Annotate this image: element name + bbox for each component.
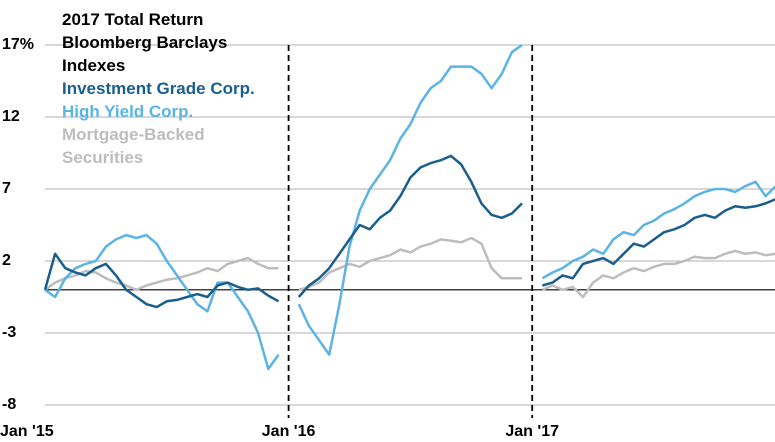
legend-entry: Investment Grade Corp. xyxy=(62,79,255,98)
series-line xyxy=(44,43,775,371)
y-tick-label: 7 xyxy=(2,180,11,197)
legend: 2017 Total Return Bloomberg Barclays Ind… xyxy=(62,8,262,169)
y-tick-label: 12 xyxy=(2,108,20,125)
x-tick-label: Jan '17 xyxy=(505,423,559,440)
y-tick-label: -3 xyxy=(2,324,16,341)
x-tick-label: Jan '16 xyxy=(262,423,316,440)
y-tick-label: -8 xyxy=(2,396,16,413)
legend-entry: High Yield Corp. xyxy=(62,102,194,121)
x-tick-label: Jan '15 xyxy=(0,423,54,440)
series-line xyxy=(44,236,775,299)
y-tick-label: 17% xyxy=(2,36,34,53)
y-tick-label: 2 xyxy=(2,252,11,269)
legend-entry: Mortgage-Backed Securities xyxy=(62,125,205,167)
series-line xyxy=(43,154,775,309)
chart-title: 2017 Total Return Bloomberg Barclays Ind… xyxy=(62,10,228,75)
